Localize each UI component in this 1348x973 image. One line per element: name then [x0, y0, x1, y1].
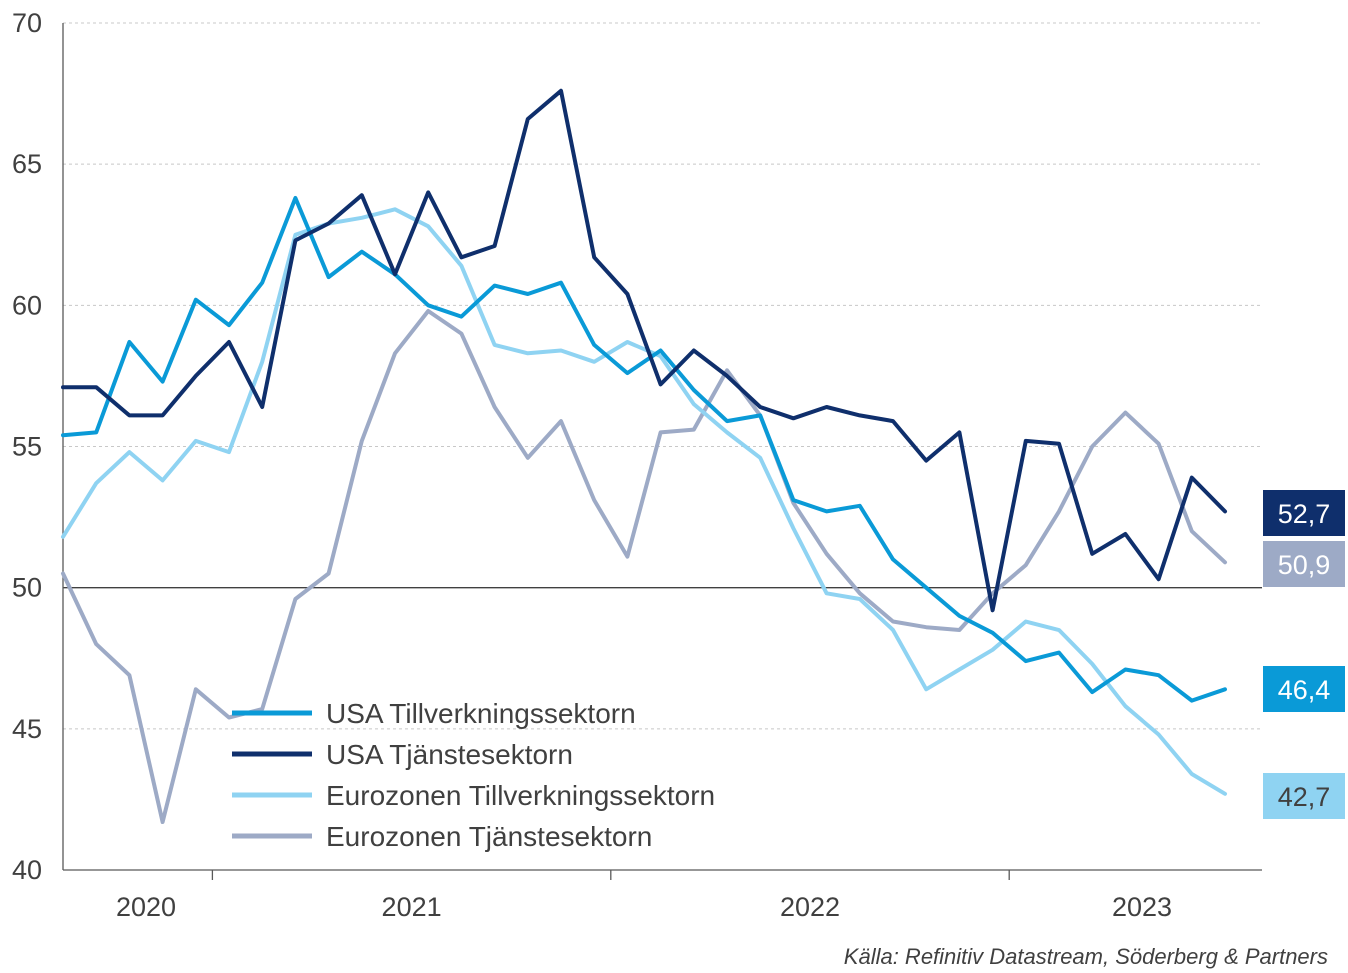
x-tick-label: 2023 [1112, 892, 1172, 922]
y-tick-label: 60 [12, 290, 42, 320]
y-tick-label: 50 [12, 573, 42, 603]
legend-label: Eurozonen Tillverkningssektorn [326, 780, 715, 811]
y-tick-label: 70 [12, 8, 42, 38]
end-label-value: 42,7 [1278, 782, 1331, 812]
x-tick-label: 2022 [780, 892, 840, 922]
series-line-4 [61, 309, 1227, 824]
x-tick-label: 2020 [116, 892, 176, 922]
end-labels: 46,4 52,7 42,7 50,9 [1263, 490, 1345, 819]
series-line-3 [61, 207, 1227, 796]
legend-label: USA Tjänstesektorn [326, 739, 573, 770]
gridlines [63, 22, 1262, 730]
end-label-box [1263, 541, 1345, 587]
source-note: Källa: Refinitiv Datastream, Söderberg &… [844, 944, 1328, 969]
y-tick-label: 45 [12, 714, 42, 744]
legend-label: USA Tillverkningssektorn [326, 698, 636, 729]
series-line-1 [61, 196, 1227, 703]
y-tick-label: 55 [12, 432, 42, 462]
series-line-2 [61, 88, 1227, 613]
end-label-value: 50,9 [1278, 550, 1331, 580]
legend: USA Tillverkningssektorn USA Tjänstesekto… [232, 698, 715, 852]
end-label-value: 46,4 [1278, 675, 1331, 705]
legend-label: Eurozonen Tjänstesektorn [326, 821, 652, 852]
end-label-box [1263, 773, 1345, 819]
axes: 40 45 50 55 60 65 70 2020 2021 2022 2023 [12, 8, 1262, 922]
end-label-box [1263, 666, 1345, 712]
y-tick-label: 65 [12, 149, 42, 179]
end-label-value: 52,7 [1278, 499, 1331, 529]
end-label-box [1263, 490, 1345, 536]
x-tick-label: 2021 [382, 892, 442, 922]
y-tick-label: 40 [12, 855, 42, 885]
